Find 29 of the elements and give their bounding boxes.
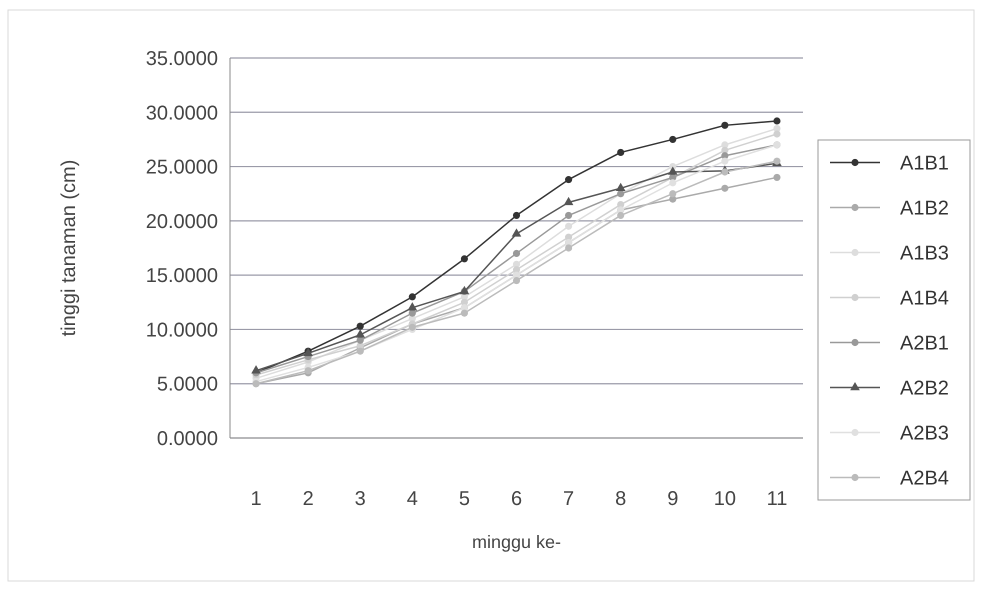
- legend-label: A2B4: [900, 468, 949, 490]
- x-tick-label: 5: [458, 488, 470, 510]
- x-tick-label: 3: [354, 488, 366, 510]
- y-tick-label: 5.0000: [156, 374, 218, 396]
- x-tick-label: 1: [250, 488, 262, 510]
- legend-label: A1B2: [900, 198, 949, 220]
- x-tick-label: 2: [302, 488, 314, 510]
- legend-label: A2B3: [900, 422, 949, 444]
- x-tick-label: 6: [510, 488, 522, 510]
- x-tick-label: 10: [714, 488, 736, 510]
- legend-label: A1B4: [900, 288, 949, 310]
- y-axis-title: tinggi tanaman (cm): [58, 160, 80, 336]
- x-tick-label: 4: [406, 488, 418, 510]
- x-tick-label: 7: [563, 488, 574, 510]
- legend-label: A1B1: [900, 152, 949, 174]
- legend-label: A2B1: [900, 332, 949, 354]
- x-tick-label: 9: [667, 488, 678, 510]
- legend-label: A2B2: [900, 378, 949, 400]
- x-axis-title: minggu ke-: [472, 532, 562, 552]
- y-tick-label: 30.0000: [146, 102, 218, 124]
- x-tick-label: 8: [615, 488, 626, 510]
- y-tick-label: 35.0000: [146, 48, 218, 70]
- y-tick-label: 10.0000: [146, 319, 218, 342]
- legend-label: A1B3: [900, 242, 949, 264]
- y-tick-label: 25.0000: [146, 156, 218, 179]
- y-tick-label: 20.0000: [146, 210, 218, 233]
- y-tick-label: 0.0000: [156, 428, 218, 450]
- x-tick-label: 11: [766, 488, 788, 510]
- y-tick-label: 15.0000: [146, 265, 218, 288]
